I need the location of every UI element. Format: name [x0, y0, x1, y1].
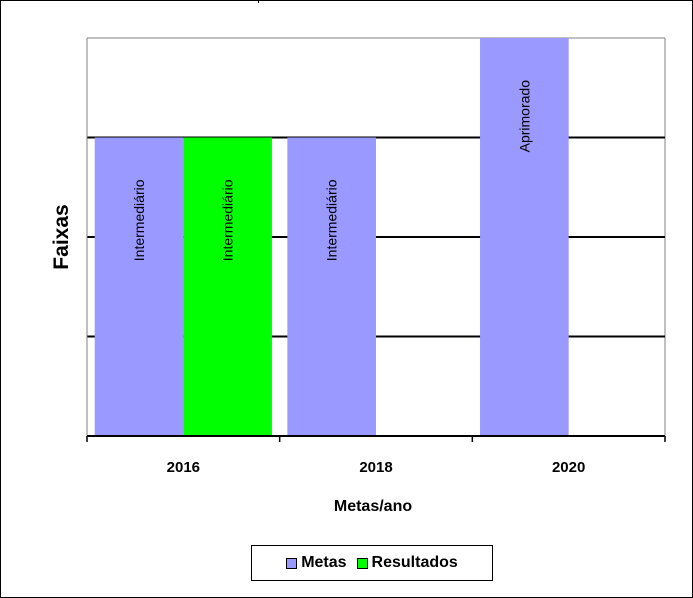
- legend-item-metas: Metas: [286, 554, 347, 572]
- bar-label: Intermediário: [220, 179, 236, 261]
- legend-item-resultados: Resultados: [356, 554, 458, 572]
- x-tick-label: 2016: [167, 459, 200, 476]
- legend-label-resultados: Resultados: [371, 554, 458, 571]
- y-axis-title: Faixas: [50, 204, 73, 269]
- bar-metas-2018: [287, 137, 376, 436]
- x-axis-title: Metas/ano: [334, 498, 412, 515]
- bar-label: Intermediário: [324, 179, 340, 261]
- x-tick-label: 2018: [359, 459, 392, 476]
- legend-label-metas: Metas: [301, 554, 347, 571]
- bar-label: Aprimorado: [516, 80, 532, 153]
- legend-swatch-resultados: [356, 557, 368, 569]
- bar-resultados-2016: [183, 137, 272, 436]
- x-tick-label: 2020: [552, 459, 585, 476]
- bar-metas-2020: [480, 38, 569, 436]
- bar-metas-2016: [94, 137, 184, 436]
- top-divider: [258, 0, 259, 3]
- bar-label: Intermediário: [131, 179, 147, 261]
- legend-swatch-metas: [286, 557, 298, 569]
- legend: Metas Resultados: [251, 545, 493, 581]
